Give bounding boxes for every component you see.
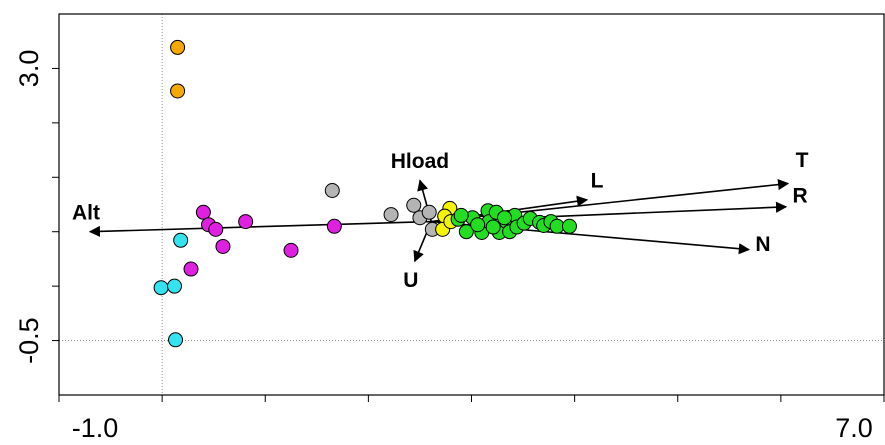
sample-point xyxy=(183,261,199,277)
sample-point xyxy=(561,218,577,234)
sample-point xyxy=(173,232,189,248)
sample-point xyxy=(168,332,184,348)
sample-point xyxy=(208,221,224,237)
sample-point xyxy=(497,210,512,226)
sample-point xyxy=(326,218,342,234)
sample-point xyxy=(195,204,211,220)
sample-point xyxy=(383,207,399,223)
arrow-label: Hload xyxy=(391,150,449,173)
sample-point xyxy=(406,197,422,213)
arrow-label: R xyxy=(792,184,807,207)
sample-point xyxy=(485,219,501,235)
sample-point xyxy=(153,280,169,296)
arrow-label: L xyxy=(591,169,604,192)
sample-point xyxy=(170,83,186,99)
x-tick-label: 7.0 xyxy=(835,413,873,443)
arrow-label: U xyxy=(403,269,418,292)
sample-point xyxy=(458,224,474,240)
arrow-label: T xyxy=(796,149,809,172)
arrow-label: N xyxy=(755,233,770,256)
sample-point xyxy=(238,214,254,230)
y-tick-label: 3.0 xyxy=(14,50,44,88)
sample-point xyxy=(453,207,469,223)
sample-point xyxy=(283,242,299,258)
arrow-label: Alt xyxy=(72,201,100,224)
biplot-arrow xyxy=(88,220,432,238)
x-tick-label: -1.0 xyxy=(72,413,119,443)
sample-point xyxy=(421,204,437,220)
sample-point xyxy=(324,183,340,199)
sample-point xyxy=(470,217,486,233)
sample-point xyxy=(215,238,231,254)
sample-point xyxy=(167,278,182,294)
y-tick-label: -0.5 xyxy=(14,317,44,364)
sample-point xyxy=(170,39,186,55)
